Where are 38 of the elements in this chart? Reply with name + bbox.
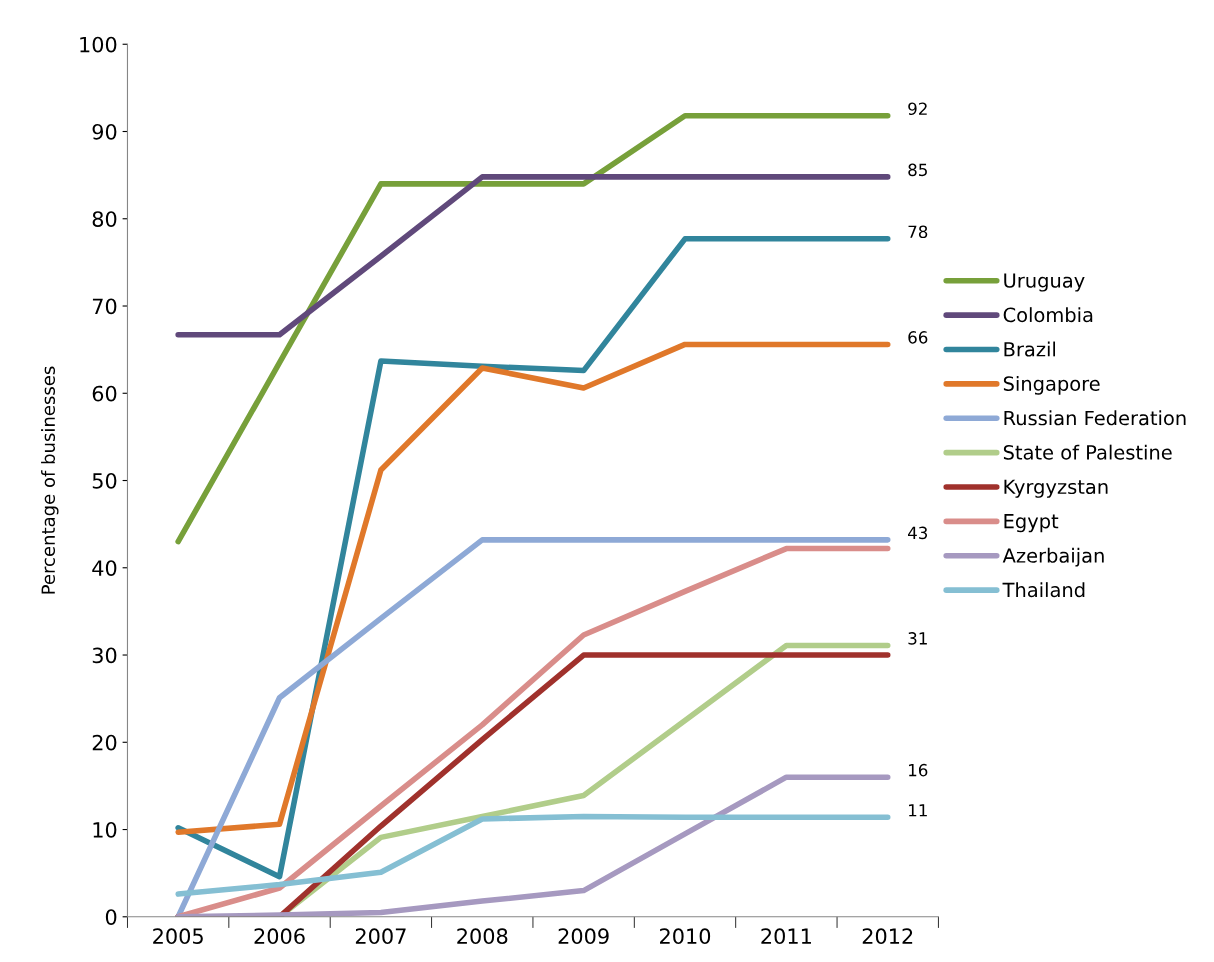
annotation: 78 bbox=[908, 225, 928, 239]
y-tick-label: 80 bbox=[92, 211, 117, 227]
annotation: 11 bbox=[909, 804, 927, 817]
annotation: 31 bbox=[908, 632, 927, 645]
y-tick-label: 20 bbox=[92, 734, 117, 751]
x-tick-label: 2007 bbox=[355, 928, 406, 945]
x-tick-label: 2005 bbox=[153, 928, 203, 945]
legend-label: Azerbaijan bbox=[1002, 547, 1104, 567]
legend-label: State of Palestine bbox=[1003, 444, 1172, 460]
y-tick-label: 90 bbox=[92, 123, 117, 140]
legend-label: Uruguay bbox=[1004, 273, 1085, 292]
legend-label: Russian Federation bbox=[1004, 410, 1186, 426]
legend-label: Brazil bbox=[1004, 341, 1056, 357]
y-tick-label: 70 bbox=[92, 298, 117, 315]
annotation: 43 bbox=[908, 526, 928, 540]
x-tick-label: 2008 bbox=[457, 928, 508, 945]
x-tick-label: 2011 bbox=[761, 928, 811, 945]
annotation: 66 bbox=[908, 331, 928, 344]
legend-label: Singapore bbox=[1003, 375, 1100, 395]
x-tick-label: 2012 bbox=[862, 928, 913, 945]
x-tick-label: 2010 bbox=[660, 928, 711, 945]
y-tick-label: 0 bbox=[105, 909, 117, 925]
y-tick-label: 50 bbox=[92, 472, 117, 489]
y-tick-label: 100 bbox=[80, 36, 117, 53]
x-tick-label: 2009 bbox=[558, 928, 609, 945]
y-tick-label: 10 bbox=[93, 821, 117, 838]
legend-label: Colombia bbox=[1003, 307, 1093, 323]
annotation: 85 bbox=[908, 163, 927, 177]
annotation: 92 bbox=[908, 102, 927, 116]
y-tick-label: 30 bbox=[92, 647, 117, 664]
annotation: 16 bbox=[909, 763, 928, 777]
y-tick-label: 60 bbox=[92, 385, 117, 402]
legend-label: Thailand bbox=[1002, 582, 1085, 598]
y-axis-title: Percentage of businesses bbox=[41, 366, 59, 594]
legend-label: Kyrgyzstan bbox=[1004, 479, 1108, 498]
x-tick-label: 2006 bbox=[254, 928, 305, 945]
y-tick-label: 40 bbox=[92, 560, 117, 576]
legend-label: Egypt bbox=[1004, 514, 1059, 533]
